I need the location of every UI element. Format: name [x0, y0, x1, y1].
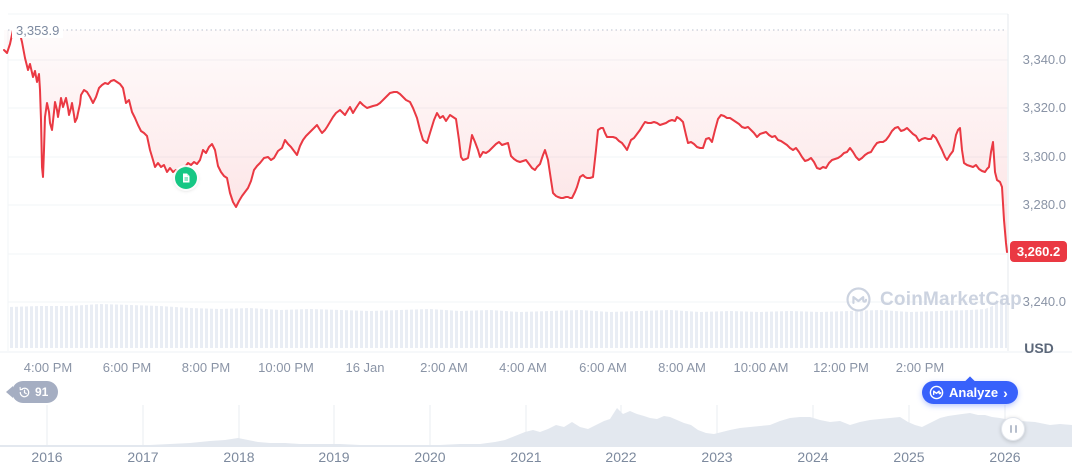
x-axis-tick: 4:00 AM	[499, 360, 547, 375]
year-axis-tick: 2026	[989, 449, 1021, 465]
x-axis-tick: 10:00 PM	[258, 360, 314, 375]
navigator-drag-handle[interactable]	[1001, 417, 1025, 441]
x-axis-tick: 2:00 AM	[420, 360, 468, 375]
year-axis-tick: 2023	[701, 449, 733, 465]
x-axis-tick: 4:00 PM	[23, 360, 73, 375]
timeline-navigator[interactable]	[0, 405, 1072, 447]
history-clock-icon	[18, 386, 31, 399]
x-axis-tick: 8:00 PM	[181, 360, 231, 375]
year-axis-tick: 2020	[414, 449, 446, 465]
x-axis-tick: 6:00 PM	[102, 360, 152, 375]
history-count: 91	[35, 385, 49, 399]
analyze-label: Analyze	[949, 385, 999, 400]
x-axis-tick: 10:00 AM	[733, 360, 789, 375]
year-axis-tick: 2022	[605, 449, 637, 465]
coinmarketcap-logo-icon	[845, 286, 872, 313]
year-axis-tick: 2025	[893, 449, 925, 465]
analyze-button[interactable]: Analyze ›	[922, 381, 1018, 404]
watermark-text: CoinMarketCap	[880, 288, 1022, 310]
x-axis-tick: 8:00 AM	[658, 360, 706, 375]
y-axis-tick: 3,340.0	[1022, 52, 1066, 67]
year-axis-tick: 2019	[318, 449, 350, 465]
x-axis-tick: 12:00 PM	[813, 360, 869, 375]
y-axis-tick: 3,280.0	[1022, 197, 1066, 212]
high-price-label: 3,353.9	[12, 23, 64, 38]
year-axis-tick: 2024	[797, 449, 829, 465]
x-axis-tick: 16 Jan	[345, 360, 385, 375]
news-annotation-marker[interactable]	[175, 167, 197, 189]
current-price-badge: 3,260.2	[1010, 241, 1067, 262]
coinmarketcap-watermark: CoinMarketCap	[845, 286, 1022, 313]
year-axis-tick: 2021	[510, 449, 542, 465]
price-chart-plot-area[interactable]	[8, 14, 1008, 351]
chevron-right-icon: ›	[1003, 384, 1008, 401]
pause-bars-icon	[1009, 425, 1012, 433]
x-axis-tick: 6:00 AM	[579, 360, 627, 375]
y-axis-tick: 3,320.0	[1022, 100, 1066, 115]
year-axis-tick: 2018	[223, 449, 255, 465]
x-axis-tick: 2:00 PM	[895, 360, 945, 375]
year-axis-tick: 2016	[31, 449, 63, 465]
document-icon	[180, 172, 192, 184]
year-axis-tick: 2017	[127, 449, 159, 465]
currency-label: USD	[1024, 340, 1054, 356]
history-count-badge[interactable]: 91	[5, 381, 59, 403]
y-axis-tick: 3,240.0	[1022, 294, 1066, 309]
analyze-logo-icon	[929, 385, 944, 400]
y-axis-tick: 3,300.0	[1022, 149, 1066, 164]
